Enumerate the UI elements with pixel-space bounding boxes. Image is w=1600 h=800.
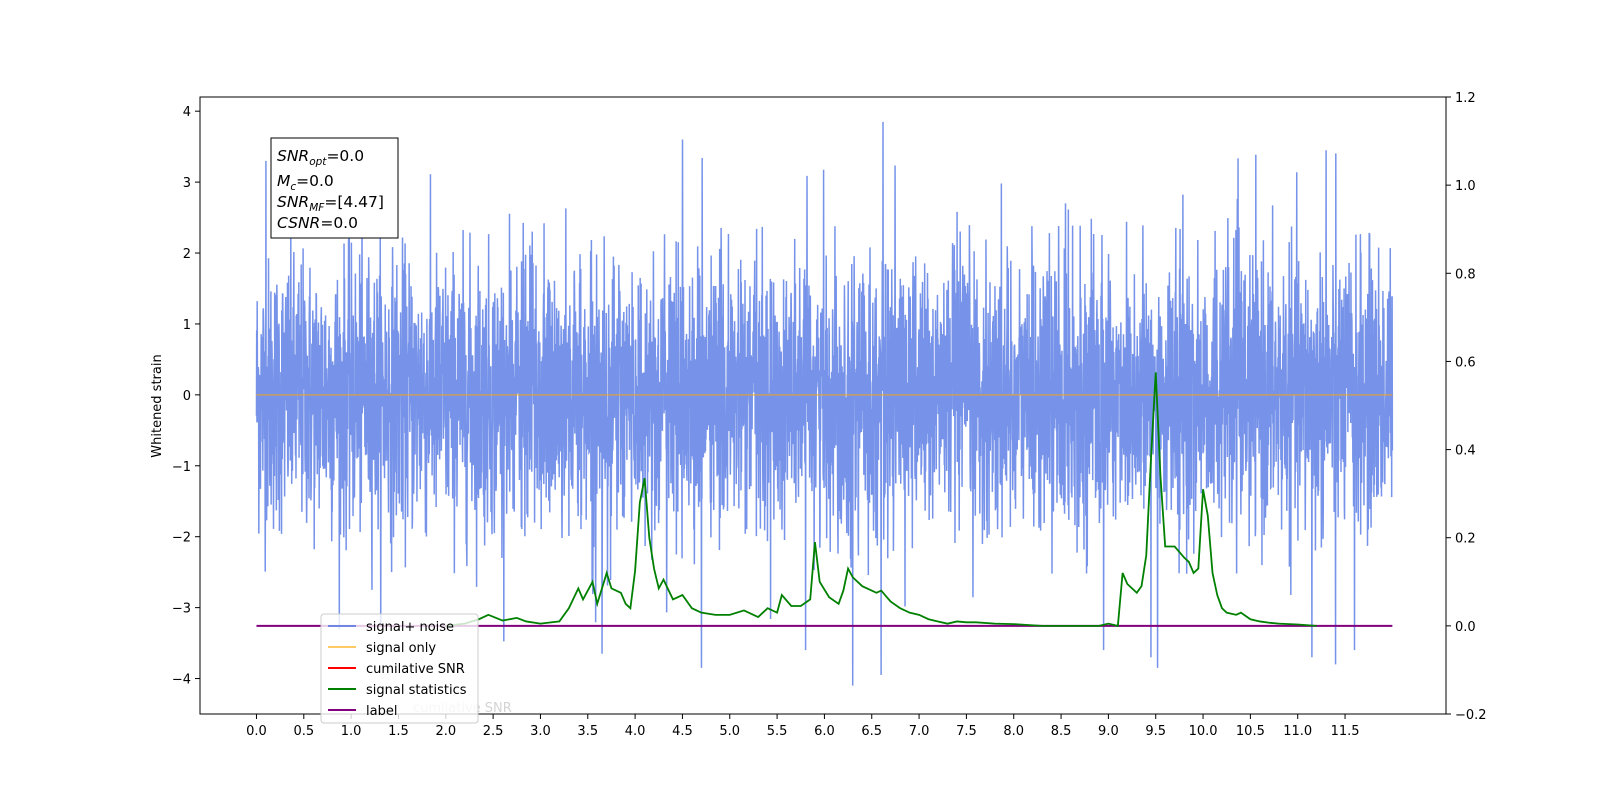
x-tick-label: 10.0 [1189, 724, 1218, 739]
x-tick-label: 2.5 [483, 724, 504, 739]
x-tick-label: 7.0 [909, 724, 930, 739]
x-tick-label: 9.0 [1098, 724, 1119, 739]
y-tick-label: −2 [172, 531, 191, 546]
x-tick-label: 8.0 [1003, 724, 1024, 739]
x-tick-label: 10.5 [1236, 724, 1265, 739]
stats-line-csnr: CSNR=0.0 [277, 214, 358, 232]
x-tick-label: 3.5 [577, 724, 598, 739]
x-tick-label: 7.5 [956, 724, 977, 739]
x-tick-label: 8.5 [1051, 724, 1072, 739]
series-signal-plus-noise [255, 121, 1394, 686]
y2-tick-label: 0.2 [1455, 532, 1476, 547]
legend-entry: signal statistics [328, 683, 467, 698]
y-tick-label: 2 [183, 247, 191, 262]
legend-label: signal statistics [366, 683, 467, 698]
series-signal-statistics [445, 372, 1317, 627]
y2-tick-label: −0.2 [1455, 708, 1487, 723]
legend-entry: signal+ noise [328, 620, 454, 635]
x-tick-label: 5.5 [767, 724, 788, 739]
y-tick-label: −3 [172, 602, 191, 617]
stats-line-mc: Mc=0.0 [277, 172, 334, 193]
legend-label: label [366, 704, 397, 719]
legend-entry: cumilative SNR [328, 662, 465, 677]
x-tick-label: 3.0 [530, 724, 551, 739]
legend-entry: signal only [328, 641, 436, 656]
y-axis-left: 4 3 2 1 0 −1 −2 −3 −4 [172, 105, 200, 688]
x-tick-label: 5.0 [719, 724, 740, 739]
x-tick-label: 0.5 [293, 724, 314, 739]
x-tick-label: 6.5 [861, 724, 882, 739]
x-tick-label: 4.0 [625, 724, 646, 739]
x-tick-label: 1.5 [388, 724, 409, 739]
y-tick-label: −4 [172, 673, 191, 688]
x-tick-label: 11.5 [1331, 724, 1360, 739]
legend-label: signal+ noise [366, 620, 454, 635]
x-tick-label: 11.0 [1283, 724, 1312, 739]
stats-line-snr-opt: SNRopt=0.0 [277, 147, 364, 168]
y2-tick-label: 0.0 [1455, 620, 1476, 635]
x-axis: 0.0 0.5 1.0 1.5 2.0 2.5 3.0 3.5 4.0 4.5 5.0 5.5 6.0 6… [246, 714, 1360, 739]
y2-tick-label: 0.4 [1455, 444, 1476, 459]
y2-tick-label: 0.8 [1455, 267, 1476, 282]
x-tick-label: 6.0 [814, 724, 835, 739]
x-tick-label: 1.0 [341, 724, 362, 739]
y-tick-label: 4 [183, 105, 191, 120]
stats-line-snr-mf: SNRMF=[4.47] [277, 193, 384, 214]
x-tick-label: 9.5 [1145, 724, 1166, 739]
x-tick-label: 2.0 [435, 724, 456, 739]
plot-area-frame [199, 96, 1447, 715]
legend-entry: label [328, 704, 397, 719]
y-tick-label: 3 [183, 176, 191, 191]
y2-tick-label: 1.2 [1455, 91, 1476, 106]
y-axis-label: Whitened strain [150, 354, 165, 457]
y-axis-right: 1.2 1.0 0.8 0.6 0.4 0.2 0.0 −0.2 [1446, 91, 1487, 723]
legend-label: cumilative SNR [366, 662, 465, 677]
x-tick-label: 0.0 [246, 724, 267, 739]
stats-box: SNRopt=0.0 Mc=0.0 SNRMF=[4.47] CSNR=0.0 [270, 137, 399, 239]
x-tick-label: 4.5 [672, 724, 693, 739]
legend-label: signal only [366, 641, 436, 656]
y-tick-label: 0 [183, 389, 191, 404]
y-tick-label: −1 [172, 460, 191, 475]
y2-tick-label: 1.0 [1455, 179, 1476, 194]
y2-tick-label: 0.6 [1455, 355, 1476, 370]
y-tick-label: 1 [183, 318, 191, 333]
legend-frame [320, 613, 479, 724]
